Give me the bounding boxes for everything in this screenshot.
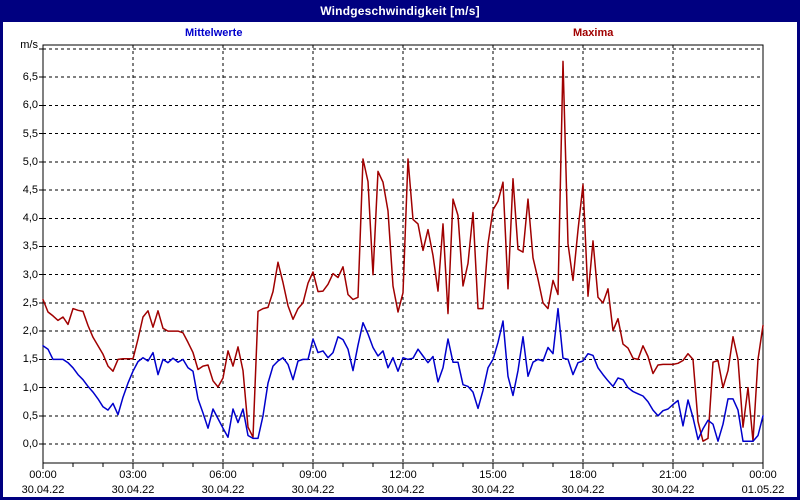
y-tick-label: 6,0: [22, 99, 38, 112]
y-tick-label: 4,5: [22, 184, 38, 197]
x-tick-time-label: 15:00: [479, 469, 507, 481]
y-tick-label: 1,5: [22, 353, 38, 366]
x-tick-time-label: 21:00: [659, 469, 687, 481]
x-tick-date-label: 30.04.22: [381, 484, 425, 496]
x-tick-date-label: 01.05.22: [741, 484, 785, 496]
x-tick-time-label: 18:00: [569, 469, 597, 481]
y-tick-label: 1,0: [22, 381, 38, 394]
x-tick-time-label: 00:00: [29, 469, 57, 481]
x-tick-time-label: 09:00: [299, 469, 327, 481]
x-tick-date-label: 30.04.22: [471, 484, 515, 496]
y-tick-label: 2,0: [22, 325, 38, 338]
x-tick-date-label: 30.04.22: [291, 484, 335, 496]
maxima-line: [42, 60, 764, 442]
legend-maxima-label: Maxima: [573, 27, 614, 39]
x-tick-date-label: 30.04.22: [111, 484, 155, 496]
x-tick-time-label: 06:00: [209, 469, 237, 481]
x-tick-date-label: 30.04.22: [21, 484, 65, 496]
y-tick-label: 5,0: [22, 155, 38, 168]
title-bar: Windgeschwindigkeit [m/s]: [3, 3, 797, 22]
x-tick-time-label: 00:00: [749, 469, 777, 481]
y-tick-label: 3,0: [22, 268, 38, 281]
x-tick-date-label: 30.04.22: [201, 484, 245, 496]
plot-area: [39, 44, 764, 469]
legend-mittelwerte-label: Mittelwerte: [185, 27, 243, 39]
y-tick-label: 3,5: [22, 240, 38, 253]
y-tick-label: 6,5: [22, 71, 38, 84]
y-tick-label: 0,0: [22, 438, 38, 450]
y-tick-label: 5,5: [22, 127, 38, 140]
x-tick-date-label: 30.04.22: [561, 484, 605, 496]
y-axis-unit-label: m/s: [20, 39, 38, 51]
y-tick-label: 2,5: [22, 296, 38, 309]
plot-border: [42, 44, 764, 464]
x-tick-time-label: 12:00: [389, 469, 417, 481]
window-title: Windgeschwindigkeit [m/s]: [320, 4, 480, 18]
y-tick-label: 4,0: [22, 212, 38, 225]
y-tick-label: 0,5: [22, 409, 38, 422]
x-tick-date-label: 30.04.22: [651, 484, 695, 496]
mittelwerte-line: [42, 307, 764, 442]
x-tick-time-label: 03:00: [119, 469, 147, 481]
